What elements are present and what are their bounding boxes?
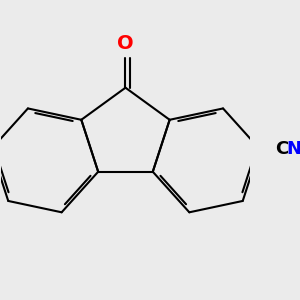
Text: N: N: [286, 140, 300, 158]
Text: O: O: [117, 34, 134, 53]
Text: C: C: [275, 140, 289, 158]
